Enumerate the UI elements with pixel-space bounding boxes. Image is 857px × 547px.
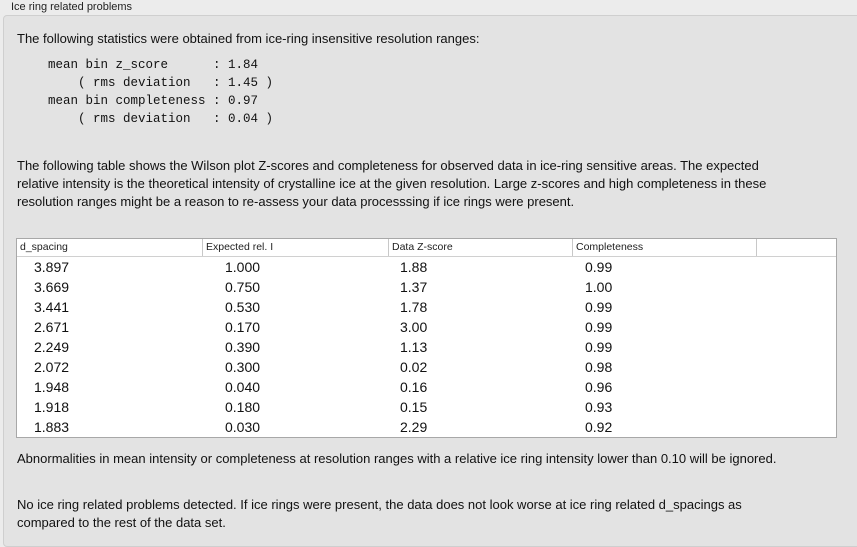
table-cell: 3.00 — [400, 319, 428, 335]
table-cell: 0.16 — [400, 379, 428, 395]
table-cell: 3.897 — [34, 259, 70, 275]
table-cell: 0.750 — [225, 279, 261, 295]
table-row[interactable]: 3.669 0.750 1.37 1.00 — [17, 277, 836, 297]
conclusion-text: No ice ring related problems detected. I… — [17, 497, 742, 530]
table-row[interactable]: 2.671 0.170 3.00 0.99 — [17, 317, 836, 337]
table-cell: 0.99 — [585, 339, 613, 355]
table-cell: 0.15 — [400, 399, 428, 415]
table-cell: 1.13 — [400, 339, 428, 355]
table-cell: 0.180 — [225, 399, 261, 415]
table-cell: 0.99 — [585, 259, 613, 275]
table-cell: 0.300 — [225, 359, 261, 375]
table-row[interactable]: 3.441 0.530 1.78 0.99 — [17, 297, 836, 317]
table-cell: 2.29 — [400, 419, 428, 435]
table-row[interactable]: 3.897 1.000 1.88 0.99 — [17, 257, 836, 277]
table-cell: 1.78 — [400, 299, 428, 315]
table-cell: 0.390 — [225, 339, 261, 355]
table-cell: 0.93 — [585, 399, 613, 415]
group-title: Ice ring related problems — [11, 1, 133, 13]
table-header: d_spacing Expected rel. I Data Z-score C… — [17, 239, 836, 257]
column-header-data-z-score[interactable]: Data Z-score — [389, 239, 573, 256]
table-row[interactable]: 2.072 0.300 0.02 0.98 — [17, 357, 836, 377]
table-cell: 0.92 — [585, 419, 613, 435]
column-header-empty — [757, 239, 836, 256]
table-row[interactable]: 1.918 0.180 0.15 0.93 — [17, 397, 836, 417]
column-header-d-spacing[interactable]: d_spacing — [17, 239, 203, 256]
column-header-expected-rel-i[interactable]: Expected rel. I — [203, 239, 389, 256]
table-cell: 2.671 — [34, 319, 70, 335]
table-cell: 0.99 — [585, 319, 613, 335]
table-cell: 3.669 — [34, 279, 70, 295]
table-cell: 0.030 — [225, 419, 261, 435]
table-cell: 0.96 — [585, 379, 613, 395]
table-cell: 0.170 — [225, 319, 261, 335]
stats-block: mean bin z_score : 1.84 ( rms deviation … — [48, 58, 274, 126]
table-row[interactable]: 1.883 0.030 2.29 0.92 — [17, 417, 836, 437]
table-cell: 0.040 — [225, 379, 261, 395]
table-cell: 0.99 — [585, 299, 613, 315]
table-cell: 0.530 — [225, 299, 261, 315]
table-cell: 1.37 — [400, 279, 428, 295]
table-cell: 1.00 — [585, 279, 613, 295]
table-cell: 1.883 — [34, 419, 70, 435]
table-cell: 0.98 — [585, 359, 613, 375]
table-row[interactable]: 2.249 0.390 1.13 0.99 — [17, 337, 836, 357]
ice-ring-table[interactable]: d_spacing Expected rel. I Data Z-score C… — [16, 238, 837, 438]
table-cell: 2.072 — [34, 359, 70, 375]
table-cell: 1.948 — [34, 379, 70, 395]
intro-text: The following statistics were obtained f… — [17, 31, 480, 46]
table-cell: 1.918 — [34, 399, 70, 415]
table-cell: 1.88 — [400, 259, 428, 275]
table-cell: 3.441 — [34, 299, 70, 315]
column-header-completeness[interactable]: Completeness — [573, 239, 757, 256]
note-text: Abnormalities in mean intensity or compl… — [17, 451, 777, 466]
table-cell: 2.249 — [34, 339, 70, 355]
table-row[interactable]: 1.948 0.040 0.16 0.96 — [17, 377, 836, 397]
table-cell: 1.000 — [225, 259, 261, 275]
table-intro-text: The following table shows the Wilson plo… — [17, 158, 767, 209]
table-cell: 0.02 — [400, 359, 428, 375]
